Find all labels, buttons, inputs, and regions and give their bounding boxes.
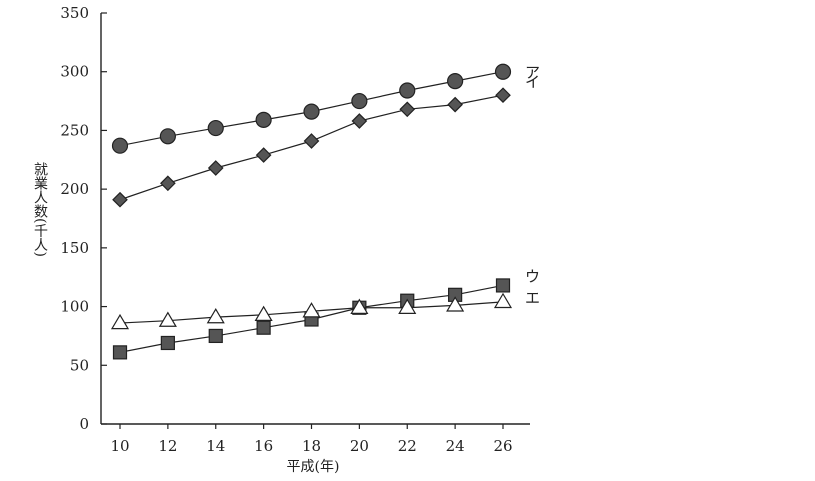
x-tick-label: 10 [110,437,129,455]
data-point-diamond [399,101,416,118]
x-tick-label: 24 [446,437,465,455]
data-point-circle [303,103,320,120]
y-tick-label: 0 [79,415,89,433]
data-point-circle [447,73,464,90]
x-tick-label: 14 [206,437,225,455]
data-point-triangle [446,296,465,312]
y-tick-label: 50 [70,356,89,374]
data-point-diamond [160,175,176,192]
x-tick-label: 26 [493,437,512,455]
y-tick-label: 300 [60,63,89,81]
series-4: エ [110,289,540,330]
series-2: イ [112,73,540,208]
data-point-diamond [447,96,463,113]
y-axis-title: 就業人数(千人) [32,162,48,257]
chart-axes: 0 50 100 150 200 250 300 350 10 12 14 16 18 20 22 24 26 [60,4,530,455]
data-point-triangle [254,305,273,321]
x-tick-label: 22 [398,437,417,455]
series-label: エ [525,289,540,307]
data-point-circle [159,128,176,145]
data-point-triangle [350,298,369,314]
data-point-triangle [398,298,417,314]
x-tick-label: 18 [302,437,321,455]
data-point-triangle [158,311,177,327]
data-point-circle [207,119,224,137]
y-tick-label: 350 [60,4,89,22]
data-point-diamond [207,160,224,176]
data-point-triangle [493,292,513,309]
series-3: ウ [112,267,540,360]
data-point-diamond [495,87,511,104]
data-point-square [112,345,128,360]
data-point-circle [494,63,512,80]
x-tick-label: 12 [158,437,177,455]
data-point-square [256,320,271,335]
x-tick-label: 16 [254,437,273,455]
data-point-diamond [112,191,128,208]
series-label: ウ [525,267,540,285]
data-point-diamond [255,147,272,163]
y-tick-label: 250 [60,121,89,139]
data-point-diamond [351,113,368,129]
data-point-circle [399,82,416,99]
y-tick-label: 150 [60,239,89,257]
x-axis-title: 平成(年) [287,459,340,475]
y-tick-label: 100 [60,298,89,316]
chart-labels: 平成(年) 就業人数(千人) [32,162,339,475]
data-point-diamond [303,133,320,149]
data-point-circle [255,111,272,128]
data-point-square [160,335,175,351]
x-tick-label: 20 [350,437,369,455]
data-point-triangle [206,307,225,324]
data-point-triangle [110,313,130,330]
data-point-square [495,278,511,293]
data-point-square [208,328,223,344]
data-point-circle [111,137,129,154]
series-label: イ [525,73,540,91]
series-label: ア [525,64,540,82]
y-tick-label: 200 [60,180,89,198]
data-point-triangle [302,302,321,318]
data-point-circle [351,92,368,110]
series-1: ア [111,63,540,154]
